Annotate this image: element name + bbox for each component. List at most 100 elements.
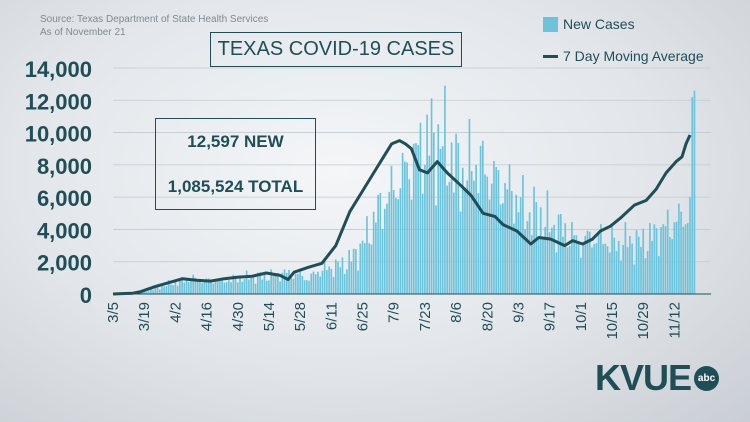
new-cases-bar <box>401 152 404 294</box>
new-cases-bar <box>352 248 355 294</box>
new-cases-bar <box>259 272 261 294</box>
new-cases-bar <box>466 180 469 294</box>
kvue-wordmark: KVUE <box>595 357 692 398</box>
new-cases-bar <box>187 281 190 294</box>
new-cases-bar <box>314 274 317 294</box>
new-cases-bar <box>245 270 248 294</box>
new-cases-bar <box>597 233 600 294</box>
new-cases-bar <box>537 237 540 294</box>
new-cases-bar <box>319 276 322 294</box>
new-cases-bar <box>225 282 228 294</box>
new-cases-bar <box>669 236 671 294</box>
new-cases-bar <box>341 257 344 294</box>
x-tick-label: 4/2 <box>167 302 184 323</box>
y-tick-label: 2,000 <box>37 251 92 276</box>
new-cases-bar <box>459 211 462 294</box>
new-cases-bar <box>147 290 150 294</box>
new-cases-bar <box>412 143 415 294</box>
new-cases-bar <box>230 282 232 294</box>
new-cases-bar <box>270 269 273 294</box>
new-cases-bar <box>662 224 665 294</box>
new-cases-bar <box>622 244 625 294</box>
moving-average-line <box>112 134 692 296</box>
new-cases-bar <box>575 235 578 294</box>
new-cases-bar <box>539 207 542 294</box>
x-tick-label: 5/14 <box>261 302 278 331</box>
new-cases-bar <box>544 227 547 294</box>
new-cases-bar <box>691 97 694 294</box>
new-cases-bar <box>346 269 348 294</box>
new-cases-bar <box>555 252 558 294</box>
legend-label-moving-average: 7 Day Moving Average <box>563 48 704 64</box>
x-tick-label: 9/3 <box>510 302 527 323</box>
new-cases-bar <box>141 291 143 294</box>
new-cases-bar <box>321 270 324 294</box>
new-cases-bar <box>519 197 522 294</box>
new-cases-bar <box>283 269 286 294</box>
new-cases-bar <box>499 204 502 294</box>
new-cases-bar <box>239 277 241 294</box>
new-cases-bar <box>664 226 667 294</box>
new-cases-bar <box>399 188 402 294</box>
new-cases-bar <box>350 261 353 294</box>
new-cases-bar <box>241 281 244 294</box>
chart-title: TEXAS COVID-19 CASES <box>210 32 462 67</box>
new-cases-bar <box>281 272 284 294</box>
new-cases-bar <box>624 222 627 294</box>
new-cases-bar <box>297 273 299 294</box>
new-cases-bar <box>268 280 270 294</box>
new-cases-bar <box>682 226 685 294</box>
new-cases-bar <box>424 164 426 294</box>
new-cases-bar <box>328 266 330 294</box>
new-cases-bar <box>666 209 669 294</box>
new-cases-bar <box>359 243 362 294</box>
new-cases-bar <box>150 288 152 294</box>
new-cases-bar <box>366 216 368 294</box>
new-cases-bar <box>566 247 569 294</box>
new-cases-bar <box>651 240 653 294</box>
new-cases-bar <box>290 277 293 294</box>
y-tick-label: 12,000 <box>25 89 92 114</box>
new-cases-bar <box>214 281 217 294</box>
legend: New Cases 7 Day Moving Average <box>543 14 704 78</box>
new-cases-bar <box>170 284 172 294</box>
new-cases-bar <box>305 280 308 294</box>
new-cases-bar <box>546 190 549 294</box>
x-tick-label: 4/30 <box>230 302 247 331</box>
new-cases-bar <box>633 264 636 294</box>
new-cases-bar <box>406 162 408 294</box>
chart-title-text: TEXAS COVID-19 CASES <box>217 38 455 60</box>
new-cases-bar <box>219 279 221 294</box>
new-cases-stat: 12,597 NEW <box>187 132 284 151</box>
new-cases-bar <box>660 227 662 294</box>
new-cases-bar <box>167 280 170 294</box>
y-tick-label: 4,000 <box>37 218 92 243</box>
new-cases-bar <box>486 176 489 294</box>
new-cases-bar <box>185 279 188 294</box>
new-cases-bar <box>201 283 203 294</box>
new-cases-bar <box>303 280 306 294</box>
new-cases-bar <box>158 289 161 294</box>
new-cases-bar <box>490 183 493 294</box>
x-tick-label: 6/25 <box>355 302 372 331</box>
new-cases-bar <box>228 280 230 294</box>
new-cases-bar <box>176 285 179 294</box>
new-cases-bar <box>223 282 226 294</box>
new-cases-bar <box>348 250 350 294</box>
new-cases-bar <box>657 256 660 294</box>
new-cases-bar <box>671 239 674 294</box>
new-cases-bar <box>551 227 553 294</box>
new-cases-bar <box>680 211 682 294</box>
new-cases-bar <box>299 271 301 294</box>
new-cases-bar <box>526 221 529 294</box>
x-tick-label: 3/19 <box>136 302 153 331</box>
new-cases-bar <box>354 248 357 294</box>
new-cases-bar <box>207 278 210 294</box>
new-cases-bar <box>678 203 680 294</box>
legend-item-moving-average: 7 Day Moving Average <box>543 46 704 66</box>
new-cases-bar <box>419 122 422 295</box>
new-cases-bar <box>693 90 696 294</box>
new-cases-bar <box>582 242 584 294</box>
new-cases-bar <box>684 224 687 294</box>
